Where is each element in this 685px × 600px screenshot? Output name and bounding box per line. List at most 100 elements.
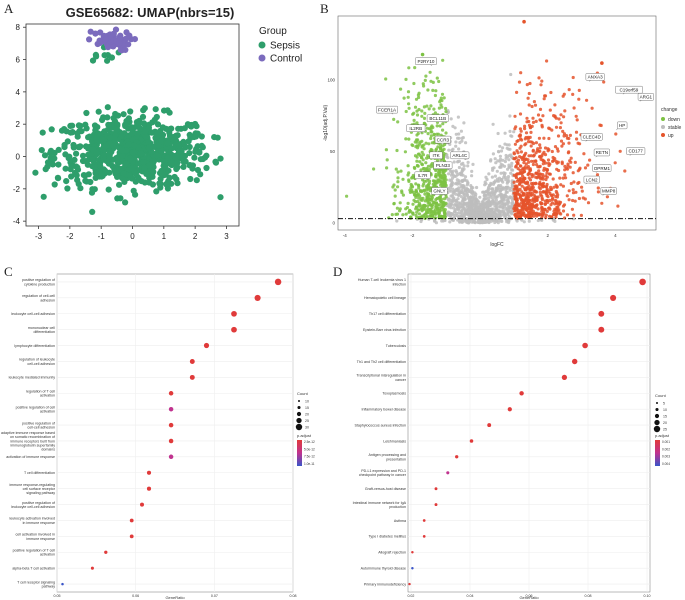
volcano-point-up [515,189,519,193]
go-term-label: immune response-regulating cell surface r… [9,483,55,495]
volcano-point-down [420,163,424,167]
volcano-point-stable [455,170,459,174]
go-term-label: regulation of leukocyte cell-cell adhesio… [19,358,55,366]
volcano-point-up [519,164,523,168]
volcano-point-up [514,164,518,168]
volcano-point-up [563,173,567,177]
sepsis-point [41,152,49,159]
volcano-point-stable [498,215,502,219]
volcano-point-down [441,158,446,162]
volcano-point-up [562,115,566,119]
volcano-point-stable [496,131,500,136]
volcano-legend-up-label: up [668,133,674,139]
go-x-tick-label: 0.08 [290,594,297,598]
volcano-point-down [435,158,440,162]
volcano-point-up [569,181,573,186]
volcano-point-up [573,199,577,203]
volcano-point-down [442,96,446,100]
kegg-legend-color-label: 0.003 [662,455,670,459]
volcano-x-tick-label: 4 [614,233,617,238]
volcano-point-stable [452,190,456,194]
volcano-point-up [525,180,529,184]
volcano-point-up [577,180,581,185]
volcano-point-stable [491,152,495,156]
umap-x-tick-label: -3 [35,232,43,241]
volcano-point-stable [501,158,505,162]
volcano-point-up [571,171,575,175]
volcano-point-stable [454,192,458,196]
volcano-point-down [416,144,420,148]
volcano-point-down [433,111,437,115]
volcano-label-box [600,187,617,195]
sepsis-point [163,181,170,188]
volcano-point-stable [498,154,502,158]
volcano-point-stable [502,198,506,202]
kegg-dot [507,407,512,412]
volcano-point-stable [510,183,514,188]
kegg-term-label: Antigen processing and presentation [368,453,406,461]
sepsis-point [83,125,90,132]
volcano-point-down [425,166,429,171]
volcano-point-down [425,104,429,108]
volcano-gene-label: FCER1A [378,107,397,112]
volcano-point-down [420,206,424,210]
volcano-point-stable [448,169,452,173]
volcano-point-stable [454,132,458,136]
volcano-point-down [415,155,419,159]
volcano-point-stable [453,213,457,217]
volcano-point-up [548,108,552,112]
kegg-legend-color-label: 0.001 [662,440,670,444]
volcano-point-up [567,88,571,92]
kegg-legend-count-label: 10 [663,408,667,412]
control-point [86,36,93,43]
volcano-point-up [583,166,588,170]
umap-legend: Group Sepsis Control [258,26,302,65]
sepsis-point [174,159,181,166]
sepsis-point [146,144,153,151]
volcano-point-up [537,136,541,140]
volcano-point-up [519,213,524,217]
kegg-term-label: Staphylococcus aureus infection [354,423,406,427]
volcano-point-down [433,216,438,220]
volcano-point-up [595,173,600,177]
sepsis-point [175,141,182,148]
volcano-point-down [422,105,426,109]
volcano-point-stable [503,159,507,164]
volcano-point-down [431,214,435,218]
sepsis-point [140,159,147,166]
sepsis-point [49,161,56,168]
sepsis-point [79,152,87,159]
control-point [116,40,123,47]
volcano-point-stable [457,193,461,197]
volcano-point-down [406,95,410,99]
volcano-point-down [439,208,443,212]
go-legend-color-label: 2.5e-12 [304,440,315,444]
volcano-point-up [543,207,547,211]
volcano-point-up [559,212,563,216]
volcano-point-stable [484,218,488,222]
sepsis-point [119,152,126,159]
volcano-point-stable [460,184,464,188]
go-dot [203,342,210,349]
volcano-point-down [426,164,430,168]
sepsis-point [110,142,117,149]
volcano-point-up [548,214,552,218]
volcano-point-down [417,186,421,190]
volcano-point-up [541,159,545,163]
volcano-point-stable [467,210,471,214]
volcano-point-stable [509,72,513,77]
kegg-dot [408,582,411,586]
volcano-point-up [517,80,522,84]
volcano-point-up [514,176,518,180]
panel-c-go-dotplot: C positive regulation of cytokine product… [1,264,315,600]
sepsis-point [168,145,175,152]
volcano-point-up [564,176,568,180]
volcano-point-stable [476,215,480,219]
volcano-gene-label: CD177 [629,149,644,154]
kegg-term-label: Transcriptional misregulation in cancer [356,374,406,382]
volcano-point-down [429,147,433,152]
kegg-legend-count-label: 20 [663,421,667,425]
volcano-point-up [586,163,590,167]
volcano-point-down [423,199,427,203]
volcano-point-stable [507,219,511,223]
